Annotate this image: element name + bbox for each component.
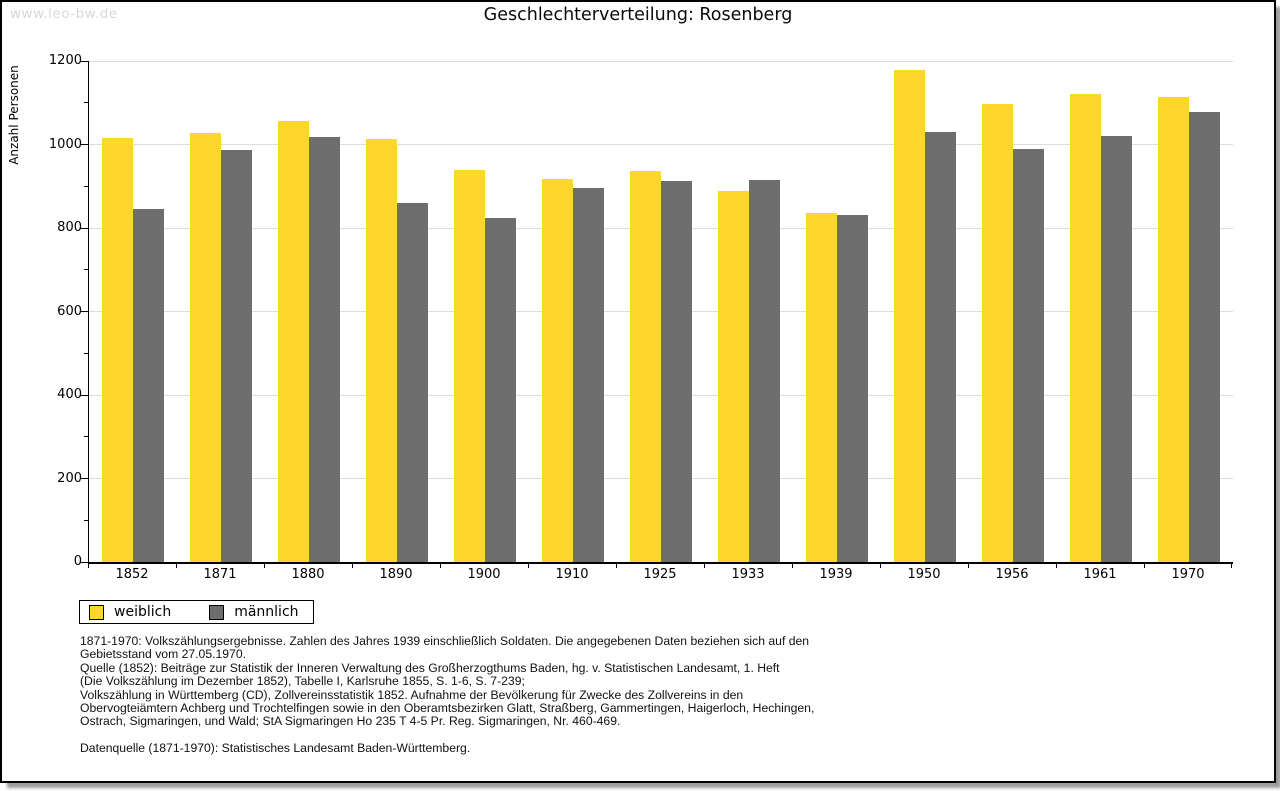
bar-männlich-1950 xyxy=(925,132,956,562)
x-tick-label: 1950 xyxy=(907,567,941,582)
y-minor-tick xyxy=(84,436,88,438)
x-tick xyxy=(176,564,177,568)
x-tick xyxy=(352,564,353,568)
bar-männlich-1961 xyxy=(1101,136,1132,562)
watermark: www.leo-bw.de xyxy=(10,6,118,22)
bar-männlich-1900 xyxy=(485,218,516,562)
bar-männlich-1933 xyxy=(749,180,780,562)
y-major-tick xyxy=(80,60,88,62)
bar-weiblich-1880 xyxy=(278,121,309,562)
x-tick-label: 1880 xyxy=(291,567,325,582)
bar-weiblich-1933 xyxy=(718,191,749,562)
y-tick-label: 1200 xyxy=(48,53,82,68)
maennlich-swatch-icon xyxy=(209,604,225,620)
plot-area xyxy=(80,60,1233,564)
x-tick xyxy=(264,564,265,568)
weiblich-swatch-icon xyxy=(89,604,104,620)
y-tick-label: 0 xyxy=(73,554,82,569)
chart-title: Geschlechterverteilung: Rosenberg xyxy=(483,5,793,25)
bar-männlich-1852 xyxy=(133,209,164,562)
x-tick-label: 1871 xyxy=(203,567,237,582)
x-axis-ticks xyxy=(88,564,1232,569)
bar-weiblich-1925 xyxy=(630,171,661,562)
y-tick-label: 200 xyxy=(57,470,82,486)
gridline xyxy=(89,144,1233,145)
bar-weiblich-1970 xyxy=(1158,97,1189,562)
x-tick-label: 1900 xyxy=(467,567,501,582)
x-tick xyxy=(968,564,969,568)
footnote-line: 1871-1970: Volkszählungsergebnisse. Zahl… xyxy=(80,634,810,648)
x-tick xyxy=(1144,564,1145,568)
bar-weiblich-1956 xyxy=(982,104,1013,562)
x-tick-label: 1910 xyxy=(555,567,589,582)
x-tick xyxy=(88,564,89,568)
x-axis-tick-labels: 1852 1871 1880 1890 1900 1910 1925 1933 1939 1950… xyxy=(88,567,1232,583)
datasource-line: Datenquelle (1871-1970): Statistisches L… xyxy=(80,740,471,755)
x-tick xyxy=(616,564,617,568)
bar-weiblich-1852 xyxy=(102,138,133,562)
x-tick xyxy=(880,564,881,568)
x-tick-label: 1970 xyxy=(1171,567,1205,582)
y-minor-tick xyxy=(84,102,88,104)
x-tick xyxy=(440,564,441,568)
bar-männlich-1956 xyxy=(1013,149,1044,562)
bar-männlich-1890 xyxy=(397,203,428,562)
y-major-tick xyxy=(80,394,88,396)
y-axis-tick-labels: 0 200 400 600 800 1000 1200 xyxy=(28,54,82,569)
footnote-line: Gebietsstand vom 27.05.1970. xyxy=(80,647,246,662)
y-axis-title: Anzahl Personen xyxy=(7,65,21,165)
y-minor-tick xyxy=(84,185,88,187)
bar-männlich-1925 xyxy=(661,181,692,562)
x-tick xyxy=(528,564,529,568)
bar-männlich-1970 xyxy=(1189,112,1220,562)
footnote-line: Quelle (1852): Beiträge zur Statistik de… xyxy=(80,660,780,675)
footnote-line: Obervogteiämtern Achberg und Trochtelfin… xyxy=(80,701,815,716)
bar-männlich-1910 xyxy=(573,188,604,562)
bar-weiblich-1950 xyxy=(894,70,925,562)
legend-item-maennlich: männlich xyxy=(209,604,299,620)
bar-weiblich-1871 xyxy=(190,133,221,562)
footnote-line: Volkszählung in Württemberg (CD), Zollve… xyxy=(80,687,744,702)
bar-weiblich-1890 xyxy=(366,139,397,562)
y-tick-label: 600 xyxy=(57,303,82,319)
x-tick-label: 1939 xyxy=(819,567,853,582)
x-tick xyxy=(704,564,705,568)
y-minor-tick xyxy=(84,352,88,354)
bar-weiblich-1910 xyxy=(542,179,573,562)
x-tick-label: 1961 xyxy=(1083,567,1117,582)
bar-weiblich-1939 xyxy=(806,213,837,562)
x-tick-label: 1956 xyxy=(995,567,1029,582)
x-tick xyxy=(1231,564,1232,568)
legend: weiblich männlich xyxy=(79,600,314,624)
y-major-tick xyxy=(80,144,88,145)
bar-weiblich-1900 xyxy=(454,170,485,562)
legend-item-weiblich: weiblich xyxy=(89,604,171,620)
x-tick-label: 1852 xyxy=(115,567,149,582)
y-tick-label: 400 xyxy=(57,387,82,402)
footnote-line: (Die Volkszählung im Dezember 1852), Tab… xyxy=(80,674,525,689)
legend-label: weiblich xyxy=(114,604,172,620)
y-major-tick xyxy=(80,227,88,229)
y-tick-label: 800 xyxy=(57,220,82,235)
x-tick-label: 1890 xyxy=(379,567,413,582)
legend-label: männlich xyxy=(234,604,299,620)
x-tick xyxy=(792,564,793,568)
bar-männlich-1880 xyxy=(309,137,340,562)
bar-weiblich-1961 xyxy=(1070,94,1101,562)
y-minor-tick xyxy=(84,519,88,521)
x-tick xyxy=(1056,564,1057,568)
footnote-line: Ostrach, Sigmaringen, und Wald; StA Sigm… xyxy=(80,714,621,729)
x-tick-label: 1925 xyxy=(643,567,677,582)
bar-männlich-1939 xyxy=(837,215,868,562)
y-major-tick xyxy=(80,311,88,312)
bar-männlich-1871 xyxy=(221,150,252,562)
footnote: 1871-1970: Volkszählungsergebnisse. Zahl… xyxy=(80,634,815,755)
gridline xyxy=(89,60,1233,62)
x-tick-label: 1933 xyxy=(731,567,765,582)
y-major-tick xyxy=(80,561,88,563)
y-minor-tick xyxy=(84,269,88,271)
y-major-tick xyxy=(80,478,88,479)
y-tick-label: 1000 xyxy=(48,136,82,152)
